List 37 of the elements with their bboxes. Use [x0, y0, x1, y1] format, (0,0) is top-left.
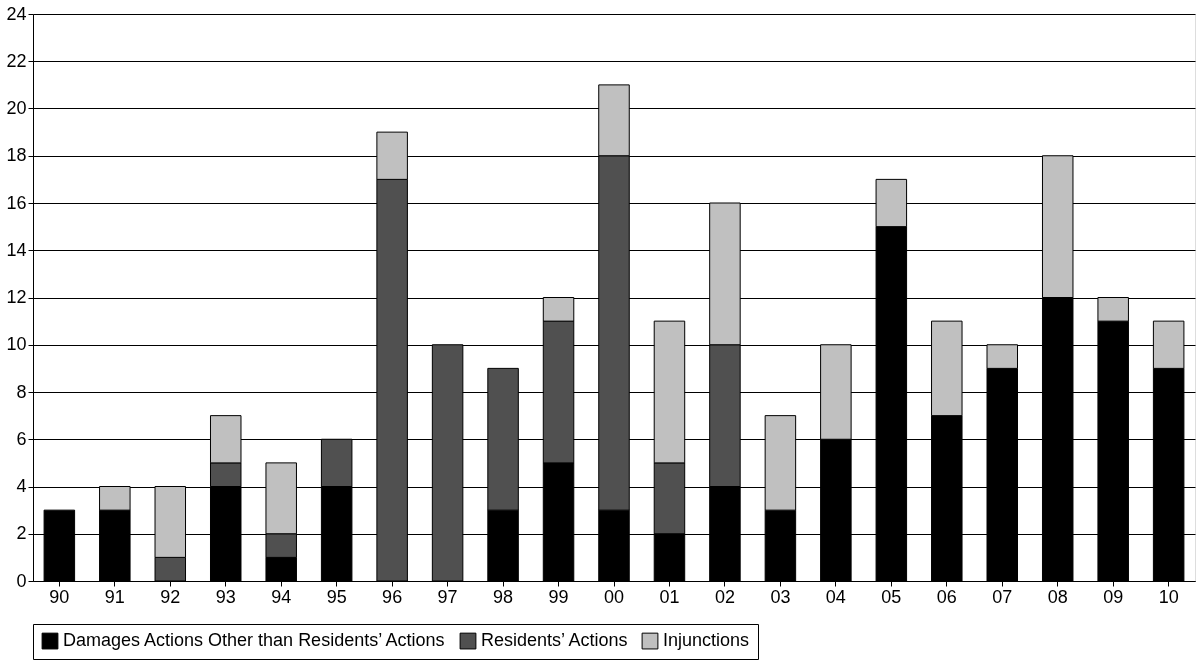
x-tick-label: 98: [493, 586, 514, 607]
y-tick-label: 6: [16, 428, 27, 449]
x-tick-label: 10: [1158, 586, 1179, 607]
y-tick-label: 20: [6, 98, 27, 118]
y-tick-label: 10: [6, 334, 27, 355]
x-tick-label: 06: [936, 586, 957, 607]
legend-label: Damages Actions Other than Residents’ Actions: [63, 630, 445, 651]
legend-label: Injunctions: [663, 630, 750, 651]
y-tick-label: 16: [6, 192, 27, 213]
x-tick-label: 02: [714, 586, 735, 607]
x-tick-label: 08: [1047, 586, 1068, 607]
y-tick-label: 18: [6, 145, 27, 166]
x-tick-label: 03: [770, 586, 791, 607]
x-tick-label: 05: [881, 586, 902, 607]
x-tick-label: 94: [271, 586, 292, 607]
y-tick-label: 22: [6, 50, 27, 71]
x-tick-label: 01: [659, 586, 680, 607]
x-tick-label: 92: [160, 586, 181, 607]
x-tick-label: 90: [49, 586, 70, 607]
y-tick-label: 2: [16, 523, 27, 544]
legend-label: Residents’ Actions: [481, 630, 628, 651]
y-tick-label: 14: [6, 239, 27, 260]
x-tick-label: 96: [382, 586, 403, 607]
x-tick-label: 99: [548, 586, 569, 607]
y-tick-label: 8: [16, 381, 27, 402]
y-tick-label: 24: [6, 3, 27, 24]
x-tick-label: 00: [603, 586, 625, 607]
y-tick-label: 0: [16, 570, 27, 591]
x-tick-label: 09: [1103, 586, 1124, 607]
y-tick-label: 4: [16, 476, 27, 496]
x-tick-label: 93: [215, 586, 236, 607]
x-tick-label: 97: [437, 586, 458, 607]
x-tick-label: 91: [104, 586, 125, 607]
x-tick-label: 04: [825, 586, 846, 607]
x-tick-label: 95: [326, 586, 347, 607]
y-tick-label: 12: [6, 287, 27, 307]
x-tick-label: 07: [992, 586, 1013, 607]
